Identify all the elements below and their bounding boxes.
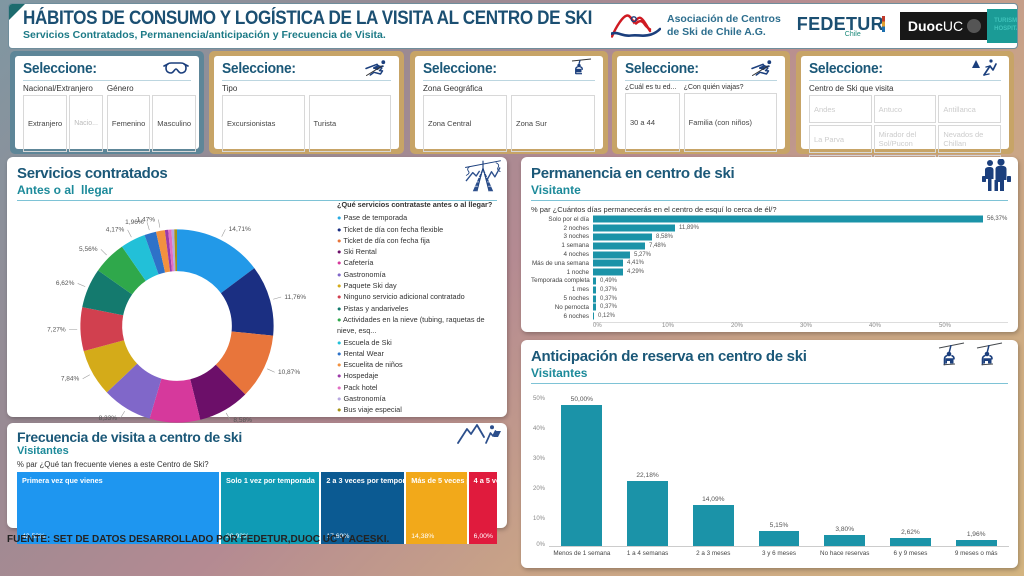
svg-text:6,62%: 6,62% xyxy=(56,280,75,287)
svg-text:7,84%: 7,84% xyxy=(61,375,80,382)
svg-text:1,47%: 1,47% xyxy=(137,216,156,223)
svg-text:4,17%: 4,17% xyxy=(106,227,125,234)
svg-text:5,56%: 5,56% xyxy=(79,246,98,253)
svg-text:10,87%: 10,87% xyxy=(278,369,300,376)
svg-text:11,76%: 11,76% xyxy=(284,294,306,301)
svg-text:7,27%: 7,27% xyxy=(47,326,66,333)
svg-text:14,71%: 14,71% xyxy=(229,226,251,233)
svg-text:8,33%: 8,33% xyxy=(99,415,118,422)
